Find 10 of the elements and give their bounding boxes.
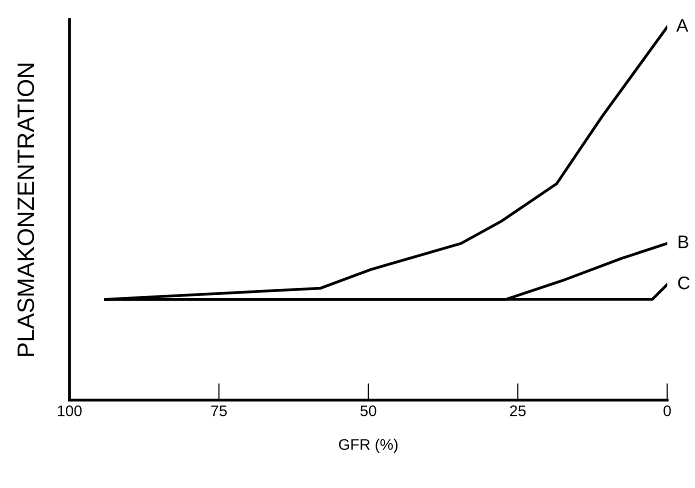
series-label: C (678, 276, 690, 290)
series-label: B (678, 236, 688, 248)
x-axis-title: GFR (%) (338, 438, 398, 453)
x-tick-label: 100 (58, 405, 82, 416)
x-tick-label: 25 (510, 405, 526, 416)
y-axis-title: PLASMAKONZENTRATION (17, 64, 34, 356)
x-tick-label: 50 (360, 405, 376, 416)
x-tick-label: 0 (664, 405, 671, 416)
series-label: A (676, 19, 688, 32)
x-tick-label: 75 (211, 406, 227, 416)
